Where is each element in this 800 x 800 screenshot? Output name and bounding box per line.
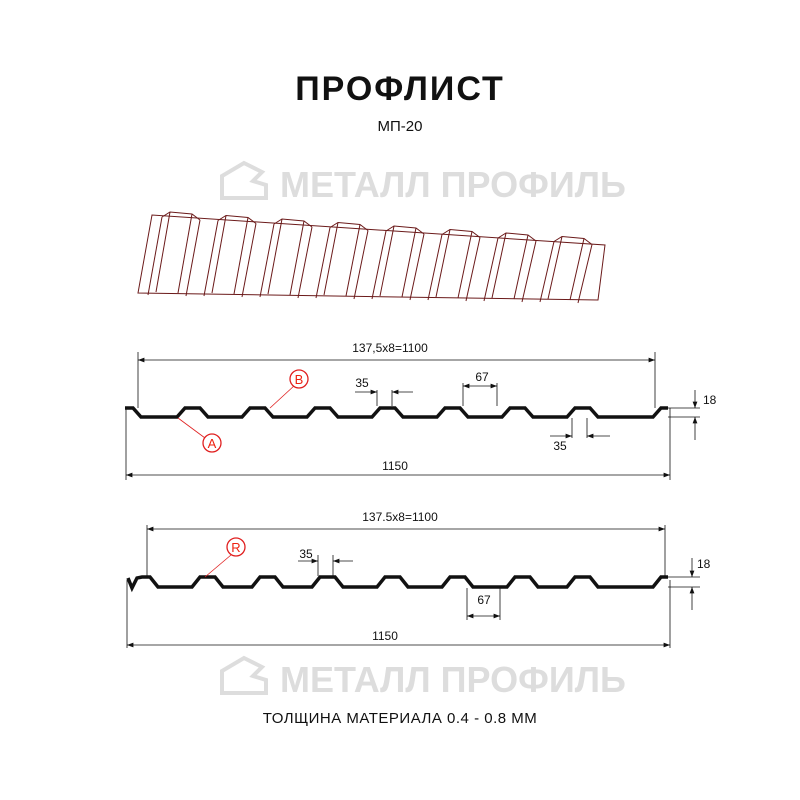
sheet-sketch-line: [513, 234, 529, 300]
sheet-sketch-line: [161, 211, 201, 221]
bottom-width-dimension: 67: [475, 370, 489, 384]
sheet-sketch-line: [539, 241, 555, 303]
sheet-sketch-line: [147, 216, 163, 296]
bottom-rib-dimension: 35: [553, 439, 567, 453]
sheet-sketch-line: [441, 228, 481, 238]
sheet-sketch-line: [491, 232, 507, 299]
sheet-sketch-line: [401, 227, 417, 298]
sheet-sketch-line: [547, 236, 563, 300]
callout-a: A: [208, 436, 217, 451]
watermark-text: МЕТАЛЛ ПРОФИЛЬ: [280, 164, 626, 205]
sheet-sketch-line: [259, 223, 275, 298]
sheet-sketch-line: [497, 232, 537, 242]
profile-section-line: [125, 406, 668, 419]
sheet-sketch-line: [177, 213, 193, 294]
sheet-sketch-line: [521, 240, 537, 303]
sheet-sketch-line: [385, 225, 425, 235]
top-width-dimension: 35: [299, 547, 313, 561]
pitch-dimension: 137.5x8=1100: [362, 510, 438, 524]
watermark-1: МЕТАЛЛ ПРОФИЛЬ: [220, 160, 626, 205]
sheet-perspective-drawing: [137, 211, 606, 304]
watermark-logo-icon: [220, 655, 268, 695]
watermark-text: МЕТАЛЛ ПРОФИЛЬ: [280, 659, 626, 700]
sheet-sketch-line: [155, 211, 171, 293]
sheet-sketch-line: [137, 214, 606, 301]
height-dimension: 18: [697, 557, 711, 571]
watermark-2: МЕТАЛЛ ПРОФИЛЬ: [220, 655, 626, 700]
sheet-sketch-line: [315, 227, 331, 299]
sheet-sketch-line: [211, 215, 227, 294]
sheet-sketch-line: [483, 237, 499, 302]
callout-circle: [226, 537, 246, 557]
watermark-logo-icon: [220, 160, 268, 200]
sheet-sketch-line: [323, 222, 339, 296]
sheet-sketch-line: [289, 220, 305, 296]
sheet-sketch-line: [457, 231, 473, 299]
callout-leader: [204, 554, 232, 578]
sheet-sketch-line: [329, 221, 369, 231]
sheet-sketch-line: [273, 218, 313, 228]
sheet-sketch-line: [577, 244, 593, 304]
sheet-sketch-line: [185, 219, 201, 297]
total-width-dimension: 1150: [372, 629, 398, 643]
callout-leader: [177, 417, 206, 439]
callout-circle: [202, 433, 222, 453]
callout-leader: [269, 384, 296, 409]
sheet-sketch-line: [297, 226, 313, 299]
bottom-width-dimension: 67: [477, 593, 491, 607]
sheet-sketch-line: [203, 220, 219, 297]
callout-b: B: [295, 372, 304, 387]
profile-ab: 137,5x8=1100 1150 35 67 35 18 A: [125, 341, 717, 480]
profile-section-line: [126, 575, 668, 593]
sheet-sketch-line: [217, 214, 257, 224]
sheet-sketch-line: [435, 229, 451, 298]
top-width-dimension: 35: [355, 376, 369, 390]
sheet-sketch-line: [553, 235, 593, 245]
sheet-sketch-line: [353, 230, 369, 300]
sheet-sketch-line: [569, 238, 585, 301]
callout-circle: [289, 369, 309, 389]
model-subtitle: МП-20: [377, 118, 423, 135]
material-thickness-note: ТОЛЩИНА МАТЕРИАЛА 0.4 - 0.8 ММ: [262, 710, 538, 727]
profile-r: 137.5x8=1100 1150 35 67 18 R: [126, 510, 711, 648]
sheet-sketch-line: [427, 234, 443, 301]
sheet-sketch-line: [241, 223, 257, 298]
total-width-dimension: 1150: [382, 459, 408, 473]
sheet-sketch-line: [379, 225, 395, 297]
callout-r: R: [231, 540, 240, 555]
sheet-sketch-line: [345, 224, 361, 297]
page-title: ПРОФЛИСТ: [295, 70, 505, 108]
height-dimension: 18: [703, 393, 717, 407]
sheet-sketch-line: [465, 237, 481, 302]
sheet-sketch-line: [233, 217, 249, 295]
pitch-dimension: 137,5x8=1100: [352, 341, 428, 355]
sheet-sketch-line: [371, 230, 387, 300]
sheet-sketch-line: [267, 218, 283, 295]
sheet-sketch-line: [409, 233, 425, 301]
